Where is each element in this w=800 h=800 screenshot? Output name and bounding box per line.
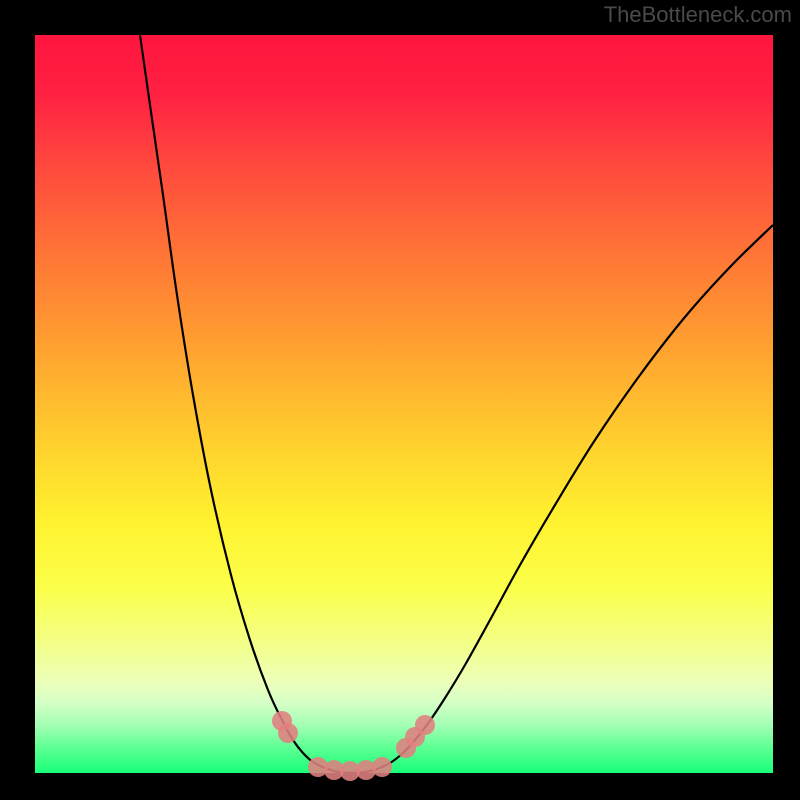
plot-area	[35, 35, 773, 773]
curve-right-branch	[353, 225, 773, 773]
marker-point	[372, 757, 392, 777]
watermark-text: TheBottleneck.com	[604, 2, 792, 28]
chart-stage: TheBottleneck.com	[0, 0, 800, 800]
curve-left-branch	[140, 35, 353, 773]
marker-point	[415, 715, 435, 735]
curve-overlay	[35, 35, 773, 773]
marker-point	[278, 723, 298, 743]
